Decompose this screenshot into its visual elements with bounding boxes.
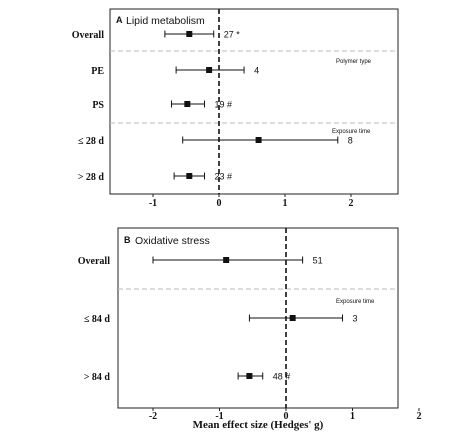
panel-b-row-label: Overall	[78, 256, 110, 267]
panel-a-point-estimate	[206, 67, 213, 73]
panel-b-point-estimate	[223, 257, 230, 263]
panel-b-letter: B	[124, 235, 131, 245]
panel-b-point-estimate	[289, 315, 296, 321]
panel-a-row-annotation: 4	[254, 66, 259, 76]
panel-b-marks: Overall 51 ≤ 84 d 3 > 84 d 48 # -2 -1 0 1 2	[78, 256, 422, 423]
panel-a-row-annotation: 23 #	[214, 172, 232, 182]
panel-a-letter: A	[116, 15, 123, 25]
panel-b-frame	[117, 227, 399, 409]
panel-a-frame	[109, 8, 399, 195]
panel-a-row-label: Overall	[72, 30, 104, 41]
panel-a-row-label: PS	[92, 100, 104, 111]
panel-a-point-estimate	[255, 137, 262, 143]
panel-a-tick-label: 0	[217, 198, 222, 209]
panel-b-row-label: ≤ 84 d	[84, 314, 110, 325]
panel-b-row-annotation: 51	[313, 256, 323, 266]
panel-a-tick-label: 2	[349, 198, 354, 209]
panel-a-row-annotation: 8	[348, 136, 353, 146]
panel-a-row-label: PE	[91, 66, 104, 77]
panel-a-row-label: > 28 d	[78, 172, 105, 183]
panel-a-point-estimate	[184, 101, 191, 107]
panel-b-row-annotation: 48 #	[273, 372, 291, 382]
panel-b-tick-label: 0	[284, 411, 289, 422]
panel-b-tick-label: 2	[417, 411, 422, 422]
panel-a-polymer-note: Polymer type	[336, 59, 372, 65]
panel-a-point-estimate	[186, 173, 193, 179]
panel-b-tick-label: 1	[350, 411, 355, 422]
panel-b-exposure-note: Exposure time	[336, 299, 375, 305]
panel-a-row-label: ≤ 28 d	[78, 136, 104, 147]
panel-a-row-annotation: 19 #	[214, 100, 232, 110]
panel-b-title: Oxidative stress	[135, 235, 210, 247]
panel-b-tick-label: -2	[149, 411, 157, 422]
panel-b-tick-label: -1	[215, 411, 223, 422]
panel-a-title: Lipid metabolism	[126, 15, 205, 27]
panel-b-row-label: > 84 d	[84, 372, 111, 383]
panel-a-row-annotation: 27 *	[224, 30, 241, 40]
panel-b-point-estimate	[246, 373, 253, 379]
x-axis-title: Mean effect size (Hedges' g)	[193, 419, 324, 431]
panel-a-exposure-note: Exposure time	[332, 129, 371, 135]
panel-a-tick-label: 1	[283, 198, 288, 209]
panel-a-point-estimate	[186, 31, 193, 37]
panel-b-row-annotation: 3	[353, 314, 358, 324]
panel-a-tick-label: -1	[149, 198, 157, 209]
panel-a-marks: Overall 27 * PE 4 PS 19 # ≤ 28 d 8 > 28 d 23 # -1 0…	[72, 30, 354, 210]
